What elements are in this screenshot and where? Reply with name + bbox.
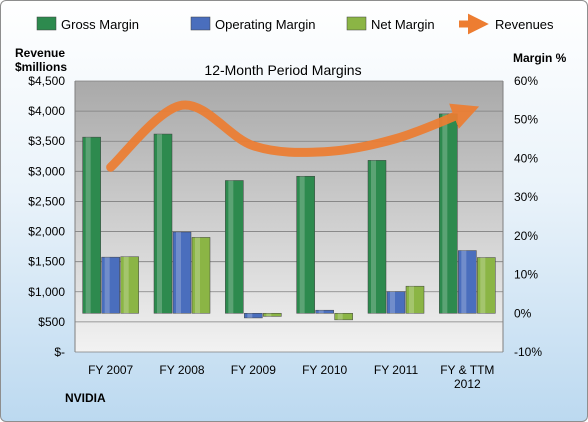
net-margin-legend-label: Net Margin bbox=[371, 17, 435, 32]
gridlines bbox=[74, 80, 504, 353]
right-tick-label: 20% bbox=[514, 229, 538, 243]
operating-margin-bar bbox=[244, 313, 263, 319]
left-tick-label: $2,500 bbox=[28, 194, 65, 208]
net-margin-bar-highlight bbox=[337, 313, 343, 320]
company-annotation: NVIDIA bbox=[65, 391, 106, 405]
left-tick-label: $4,500 bbox=[28, 74, 65, 88]
operating-margin-legend-swatch bbox=[190, 16, 211, 31]
net-margin-legend-swatch bbox=[346, 16, 367, 31]
left-tick-label: $1,500 bbox=[28, 255, 65, 269]
right-axis-label: Margin % bbox=[513, 51, 567, 65]
revenues-legend-label: Revenues bbox=[495, 17, 554, 32]
net-margin-bar bbox=[263, 313, 282, 317]
operating-margin-bar bbox=[101, 256, 120, 314]
right-tick-label: 10% bbox=[514, 268, 538, 282]
operating-margin-bar-highlight bbox=[318, 310, 324, 314]
right-tick-label: 0% bbox=[514, 306, 532, 320]
x-tick-label: FY 2008 bbox=[159, 363, 204, 377]
x-axis-ticks: FY 2007 FY 2008 FY 2009 FY 2010 FY 2011 FY & … bbox=[88, 363, 494, 391]
x-tick-label: FY 2007 bbox=[88, 363, 133, 377]
operating-margin-bar-highlight bbox=[176, 231, 181, 314]
legend: Gross Margin Operating Margin Net Margin Re… bbox=[36, 13, 554, 35]
left-axis-label-line-1: Revenue bbox=[15, 46, 65, 60]
operating-margin-bar bbox=[315, 309, 334, 314]
x-tick-label: FY & TTM bbox=[440, 363, 494, 377]
x-tick-label: FY 2010 bbox=[302, 363, 347, 377]
operating-margin-bar bbox=[386, 291, 406, 314]
net-margin-bar bbox=[191, 237, 211, 314]
left-tick-label: $4,000 bbox=[28, 104, 65, 118]
gross-margin-legend-swatch bbox=[36, 16, 57, 31]
right-tick-label: 30% bbox=[514, 190, 538, 204]
left-tick-label: $2,000 bbox=[28, 225, 65, 239]
gross-margin-bar-highlight bbox=[85, 137, 91, 314]
bars-layer bbox=[82, 113, 496, 321]
operating-margin-bar-highlight bbox=[390, 291, 395, 314]
gross-margin-bar bbox=[439, 113, 458, 314]
operating-margin-bar bbox=[172, 231, 192, 314]
gross-margin-bar bbox=[367, 160, 387, 314]
operating-margin-bar-highlight bbox=[247, 313, 253, 318]
left-tick-label: $1,000 bbox=[28, 285, 65, 299]
net-margin-bar bbox=[405, 285, 425, 314]
gross-margin-legend-label: Gross Margin bbox=[61, 17, 139, 32]
left-tick-label: $3,500 bbox=[28, 134, 65, 148]
net-margin-bar-highlight bbox=[480, 257, 486, 314]
right-tick-label: -10% bbox=[514, 345, 542, 359]
revenue-line bbox=[106, 100, 480, 172]
gross-margin-bar bbox=[82, 136, 101, 314]
right-axis-ticks: -10% 0% 10% 20% 30% 40% 50% 60% bbox=[514, 74, 542, 359]
right-tick-label: 50% bbox=[514, 113, 538, 127]
operating-margin-bar-highlight bbox=[461, 250, 467, 314]
right-tick-label: 60% bbox=[514, 74, 538, 88]
gross-margin-bar bbox=[296, 175, 315, 314]
gross-margin-bar-highlight bbox=[371, 160, 376, 314]
net-margin-bar bbox=[334, 313, 353, 321]
x-tick-label: FY 2009 bbox=[231, 363, 276, 377]
operating-margin-bar bbox=[458, 250, 477, 314]
net-margin-bar-highlight bbox=[409, 286, 414, 314]
gross-margin-bar-highlight bbox=[157, 134, 162, 314]
gross-margin-bar-highlight bbox=[228, 180, 234, 314]
left-tick-label: $3,000 bbox=[28, 164, 65, 178]
net-margin-bar-highlight bbox=[123, 256, 129, 314]
x-tick-label: 2012 bbox=[454, 377, 481, 391]
gross-margin-bar bbox=[153, 133, 173, 314]
revenue-line-layer bbox=[106, 100, 480, 172]
net-margin-bar bbox=[120, 256, 139, 314]
left-tick-label: $500 bbox=[38, 315, 65, 329]
gross-margin-bar-highlight bbox=[442, 113, 448, 314]
net-margin-bar bbox=[477, 257, 496, 314]
left-axis-ticks: $- $500 $1,000 $1,500 $2,000 $2,500 $3,000 $3,5… bbox=[28, 74, 65, 359]
operating-margin-bar-highlight bbox=[104, 257, 110, 314]
gross-margin-bar bbox=[225, 180, 244, 314]
net-margin-bar-highlight bbox=[195, 237, 200, 314]
net-margin-bar-highlight bbox=[266, 313, 272, 317]
operating-margin-legend-label: Operating Margin bbox=[215, 17, 315, 32]
left-axis-label-line-2: $millions bbox=[15, 60, 67, 74]
chart-title: 12-Month Period Margins bbox=[204, 62, 361, 78]
gross-margin-bar-highlight bbox=[299, 176, 305, 314]
left-tick-label: $- bbox=[54, 345, 65, 359]
right-tick-label: 40% bbox=[514, 151, 538, 165]
x-tick-label: FY 2011 bbox=[374, 363, 419, 377]
